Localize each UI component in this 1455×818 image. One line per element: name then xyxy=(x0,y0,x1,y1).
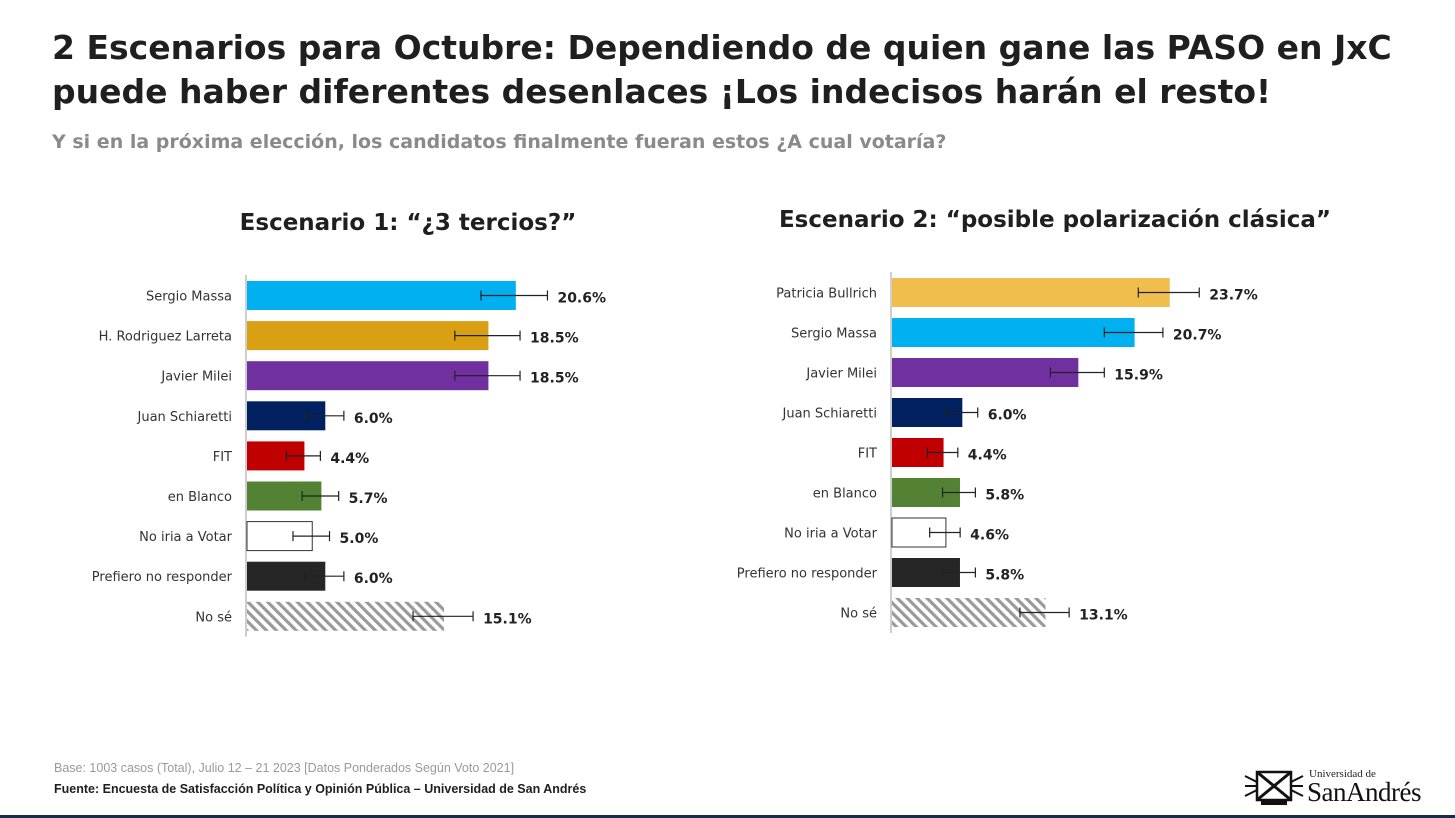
chart2-error-bar-6 xyxy=(929,527,961,538)
page-title-line-2: puede haber diferentes desenlaces ¡Los i… xyxy=(52,72,1272,111)
chart2-error-bar-2 xyxy=(1049,367,1105,378)
chart1-category-label-6: No iria a Votar xyxy=(139,530,232,545)
chart2-value-label-7: 5.8% xyxy=(985,568,1024,584)
chart1-category-label-8: No sé xyxy=(195,610,232,625)
bottom-divider xyxy=(0,815,1455,818)
chart1-category-label-1: H. Rodriguez Larreta xyxy=(99,330,232,345)
university-logo: Universidad de SanAndrés xyxy=(1243,766,1448,808)
chart2-error-bar-7 xyxy=(941,567,976,578)
chart1-value-label-8: 15.1% xyxy=(483,611,532,627)
chart2-value-label-8: 13.1% xyxy=(1079,608,1128,624)
chart1-error-bar-8 xyxy=(412,611,474,622)
chart1-bar-1 xyxy=(247,321,489,351)
page-title: 2 Escenarios para Octubre: Dependiendo d… xyxy=(52,26,1432,114)
chart2-value-label-0: 23.7% xyxy=(1209,288,1258,304)
chart1-error-bar-5 xyxy=(301,491,340,501)
chart-escenario-1: Escenario 1: “¿3 tercios?” Sergio Massa 20… xyxy=(92,210,606,637)
chart1-error-bar-4 xyxy=(285,450,321,461)
chart2-error-bar-3 xyxy=(944,407,979,418)
chart1-category-label-2: Javier Milei xyxy=(160,370,232,385)
chart2-error-bar-1 xyxy=(1103,327,1164,338)
chart2-value-label-2: 15.9% xyxy=(1114,368,1163,384)
chart1-value-label-1: 18.5% xyxy=(530,331,579,347)
chart2-category-label-7: Prefiero no responder xyxy=(737,567,878,582)
chart1-error-bar-3 xyxy=(304,410,345,421)
chart1-error-bar-0 xyxy=(480,290,549,301)
chart2-value-label-5: 5.8% xyxy=(985,488,1024,504)
chart1-value-label-6: 5.0% xyxy=(340,531,379,547)
chart2-value-label-4: 4.4% xyxy=(968,448,1007,464)
chart1-value-label-4: 4.4% xyxy=(330,451,369,467)
chart-escenario-2: Escenario 2: “posible polarización clási… xyxy=(737,207,1331,633)
page-title-line-1: 2 Escenarios para Octubre: Dependiendo d… xyxy=(52,28,1392,67)
chart2-value-label-3: 6.0% xyxy=(988,408,1027,424)
chart1-category-label-3: Juan Schiaretti xyxy=(137,410,233,425)
logo-small-text: Universidad de xyxy=(1309,768,1376,780)
chart2-error-bar-4 xyxy=(926,447,959,458)
chart2-error-bar-8 xyxy=(1019,607,1070,618)
chart1-value-label-5: 5.7% xyxy=(349,491,388,507)
chart2-category-label-8: No sé xyxy=(840,607,877,622)
chart1-category-label-5: en Blanco xyxy=(168,490,232,505)
chart1-category-label-0: Sergio Massa xyxy=(146,290,232,305)
footer-source-note: Fuente: Encuesta de Satisfacción Polític… xyxy=(54,782,587,796)
chart1-value-label-3: 6.0% xyxy=(354,411,393,427)
chart1-error-bar-6 xyxy=(292,531,331,542)
chart2-bar-2 xyxy=(892,358,1079,387)
chart2-error-bar-5 xyxy=(941,487,976,498)
chart2-value-label-6: 4.6% xyxy=(970,528,1009,544)
chart1-category-label-4: FIT xyxy=(213,450,232,465)
chart2-bar-1 xyxy=(892,318,1135,347)
chart1-bar-2 xyxy=(247,361,489,391)
logo-big-text: SanAndrés xyxy=(1307,777,1421,807)
chart1-title: Escenario 1: “¿3 tercios?” xyxy=(240,210,577,236)
chart1-category-label-7: Prefiero no responder xyxy=(92,570,233,585)
chart2-category-label-5: en Blanco xyxy=(813,487,877,502)
chart2-category-label-2: Javier Milei xyxy=(805,367,877,382)
chart1-bar-0 xyxy=(247,281,516,310)
chart2-category-label-3: Juan Schiaretti xyxy=(782,407,878,422)
chart1-error-bar-2 xyxy=(454,370,521,381)
chart1-value-label-0: 20.6% xyxy=(557,291,606,307)
chart1-value-label-2: 18.5% xyxy=(530,371,579,387)
chart1-bar-8 xyxy=(247,601,445,631)
chart2-bar-0 xyxy=(892,278,1170,307)
footer-base-note: Base: 1003 casos (Total), Julio 12 – 21 … xyxy=(54,761,515,775)
chart1-value-label-7: 6.0% xyxy=(354,571,393,587)
chart2-category-label-1: Sergio Massa xyxy=(791,327,877,342)
chart2-category-label-6: No iria a Votar xyxy=(784,527,877,542)
chart2-category-label-4: FIT xyxy=(858,447,877,462)
page-subtitle: Y si en la próxima elección, los candida… xyxy=(52,131,947,153)
chart2-value-label-1: 20.7% xyxy=(1173,328,1222,344)
chart1-error-bar-1 xyxy=(454,330,521,341)
chart2-category-label-0: Patricia Bullrich xyxy=(776,287,877,302)
chart1-error-bar-7 xyxy=(304,571,345,582)
chart2-title: Escenario 2: “posible polarización clási… xyxy=(779,207,1331,233)
university-crest-icon xyxy=(1244,770,1304,805)
chart2-error-bar-0 xyxy=(1137,287,1200,298)
